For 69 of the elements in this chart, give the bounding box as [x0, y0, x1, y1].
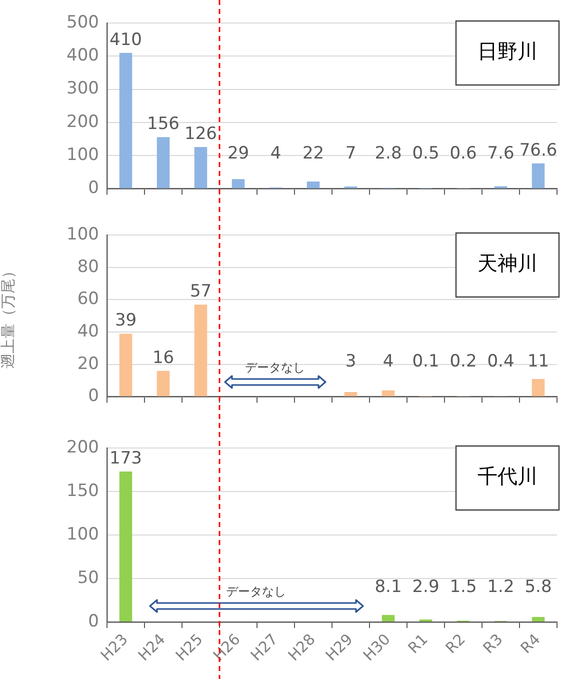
text: 天神川 — [478, 251, 538, 276]
data-label: 8.1 — [374, 576, 402, 597]
data-label: 11 — [527, 352, 550, 372]
data-label: 76.6 — [519, 140, 558, 160]
data-label: 0.6 — [450, 144, 477, 164]
data-label: 22 — [302, 144, 324, 164]
data-label: 3 — [345, 352, 356, 372]
data-label: 1.5 — [450, 576, 477, 597]
bar — [532, 163, 545, 188]
bar — [194, 304, 208, 396]
y-tick-label: 80 — [77, 256, 99, 277]
bar — [119, 52, 132, 188]
data-label: 7 — [345, 144, 356, 164]
bar — [119, 471, 132, 622]
y-tick-label: 40 — [77, 322, 99, 342]
data-label: 7.6 — [487, 144, 514, 164]
data-label: 0.2 — [450, 352, 477, 372]
data-label: 57 — [190, 281, 212, 302]
text: 日野川 — [478, 39, 538, 64]
y-tick-label: 100 — [66, 224, 99, 244]
bar — [194, 147, 208, 188]
bar — [156, 137, 170, 188]
y-tick-label: 60 — [77, 289, 99, 310]
bar — [532, 379, 545, 396]
y-tick-label: 0 — [88, 611, 99, 632]
text: 千代川 — [478, 464, 538, 488]
data-label: 2.8 — [374, 144, 402, 164]
y-tick-label: 400 — [66, 46, 99, 66]
bar — [156, 370, 170, 396]
y-tick-label: 100 — [66, 145, 99, 166]
data-label: 5.8 — [524, 576, 552, 597]
y-tick-label: 0 — [88, 178, 99, 198]
bar — [532, 616, 545, 622]
bar — [382, 390, 395, 396]
y-tick-label: 200 — [66, 437, 99, 458]
x-tick-label: R3 — [479, 630, 506, 658]
x-tick-label: R4 — [516, 630, 544, 658]
data-label: 1.2 — [487, 576, 514, 597]
data-label: 0.4 — [487, 352, 514, 372]
data-label: 39 — [114, 310, 137, 331]
y-tick-label: 200 — [66, 112, 99, 132]
bar — [119, 334, 132, 396]
y-tick-label: 500 — [66, 12, 99, 32]
y-axis-title: 遡上量（万尾） — [0, 263, 17, 368]
data-label: 156 — [147, 114, 180, 134]
bar — [306, 182, 320, 188]
y-tick-label: 20 — [77, 354, 99, 374]
y-tick-label: 300 — [66, 78, 99, 99]
data-label: 16 — [152, 348, 174, 368]
y-tick-label: 100 — [66, 524, 99, 544]
annotation: データなし — [226, 584, 286, 598]
data-label: 4 — [382, 352, 394, 372]
data-label: 29 — [227, 144, 250, 164]
bar — [232, 179, 245, 188]
bar — [382, 614, 395, 622]
bar — [344, 392, 358, 396]
data-label: 4 — [270, 144, 282, 164]
x-tick-label: R2 — [442, 630, 469, 658]
y-tick-label: 50 — [77, 568, 99, 588]
y-tick-label: 0 — [88, 386, 99, 406]
data-label: 2.9 — [412, 576, 440, 597]
data-label: 173 — [110, 448, 142, 468]
data-label: 410 — [110, 30, 142, 50]
data-label: 0.1 — [412, 352, 440, 372]
data-label: 0.5 — [412, 144, 440, 164]
data-label: 126 — [184, 124, 217, 144]
annotation: データなし — [244, 360, 305, 374]
y-tick-label: 150 — [66, 480, 99, 501]
x-tick-label: R1 — [404, 630, 432, 658]
